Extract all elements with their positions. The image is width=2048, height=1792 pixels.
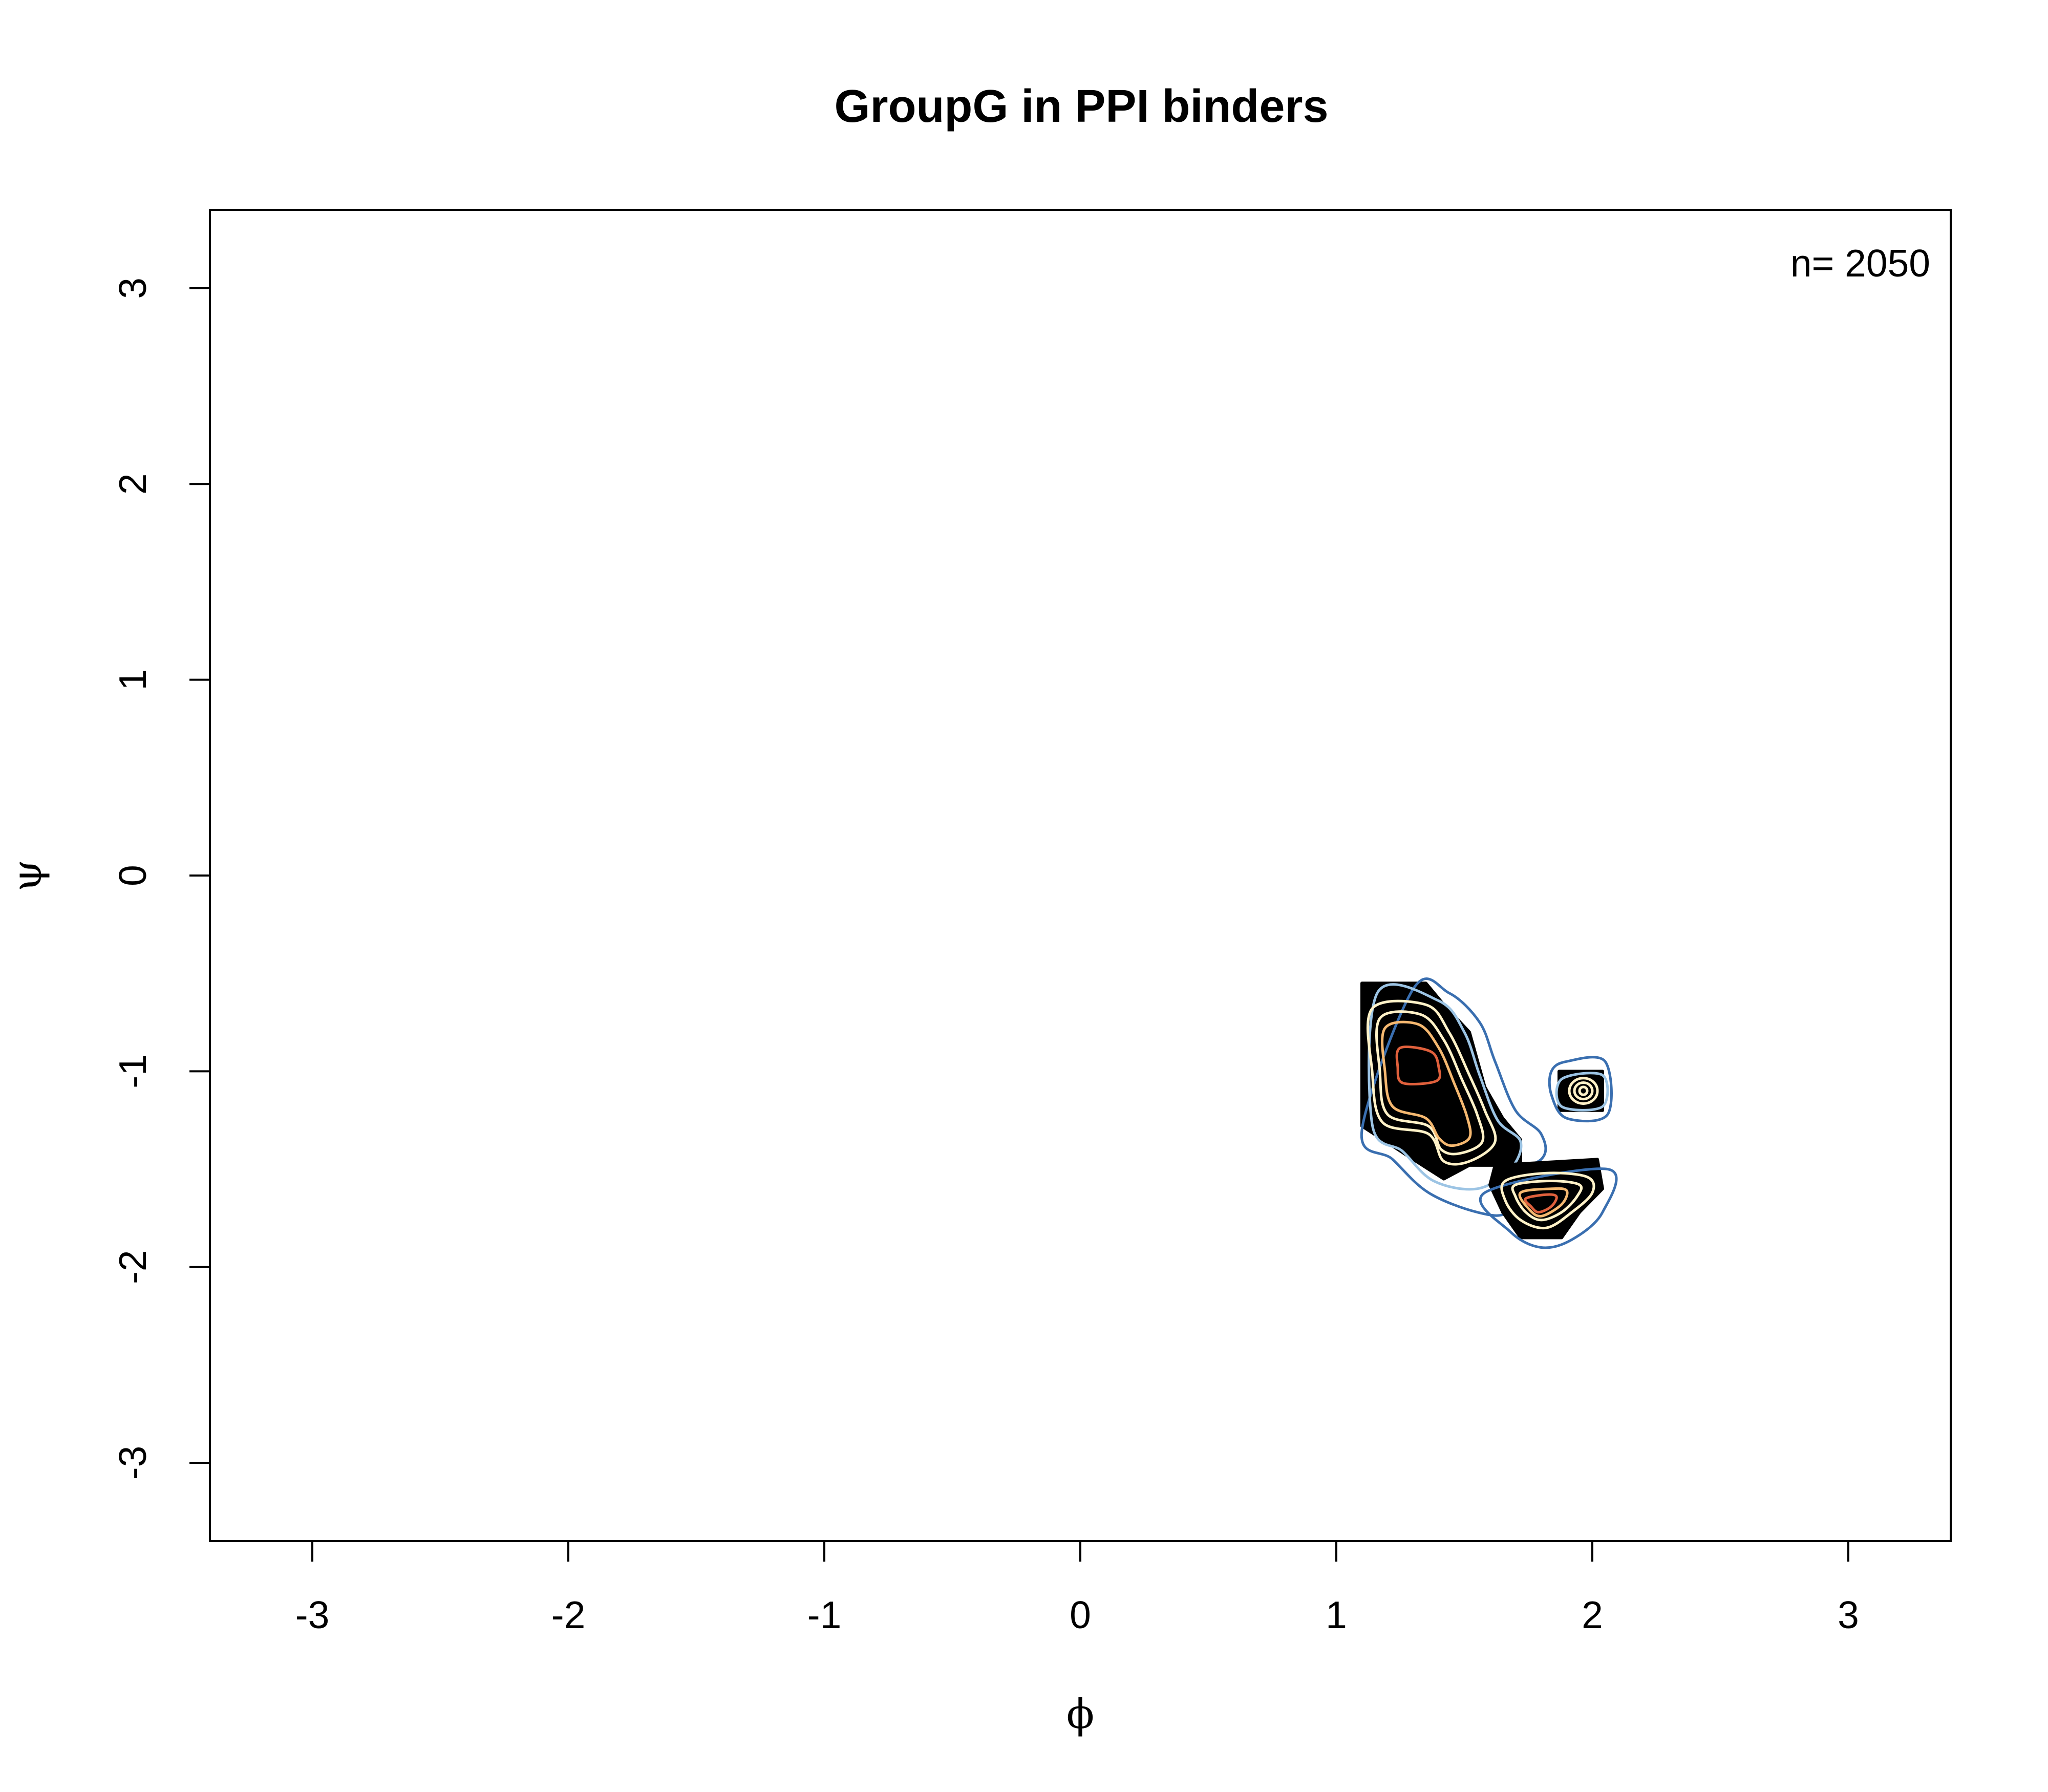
right-island <box>1548 1056 1613 1123</box>
contour-ring <box>1568 1077 1599 1105</box>
contour-layer <box>1360 977 1618 1249</box>
y-axis: -3 -2 -1 0 1 2 3 <box>111 278 210 1480</box>
x-tick-label: -1 <box>807 1593 842 1636</box>
contour-line <box>1548 1056 1613 1123</box>
contour-line <box>1518 1187 1569 1218</box>
y-tick-label: 0 <box>111 865 154 886</box>
contour-line <box>1511 1180 1583 1222</box>
y-tick-label: -1 <box>111 1054 154 1089</box>
x-tick-label: -3 <box>295 1593 330 1636</box>
y-axis-label: ψ <box>3 860 51 892</box>
x-tick-label: -2 <box>551 1593 586 1636</box>
lower-right-region <box>1479 1158 1618 1249</box>
main-beta-region <box>1360 977 1547 1217</box>
y-tick-label: 2 <box>111 473 154 495</box>
contour-ring <box>1578 1085 1589 1096</box>
x-tick-label: 0 <box>1070 1593 1091 1636</box>
contour-line <box>1381 1020 1472 1147</box>
plot-frame <box>209 209 1952 1542</box>
contour-line <box>1500 1171 1595 1230</box>
contour-line <box>1524 1193 1558 1214</box>
y-tick-label: -3 <box>111 1446 154 1480</box>
contour-line <box>1479 1167 1618 1249</box>
x-tick-label: 3 <box>1838 1593 1859 1636</box>
contour-line <box>1395 1046 1442 1085</box>
contour-line <box>1375 1010 1485 1156</box>
chart-title: GroupG in PPI binders <box>834 81 1328 132</box>
contour-ring <box>1573 1081 1594 1101</box>
contour-line <box>1368 983 1523 1191</box>
lower-right-region-fill <box>1488 1158 1604 1240</box>
x-tick-label: 1 <box>1326 1593 1347 1636</box>
x-tick-label: 2 <box>1582 1593 1603 1636</box>
x-axis: -3 -2 -1 0 1 2 3 <box>295 1541 1859 1636</box>
x-axis-label: ϕ <box>1066 1690 1095 1738</box>
contour-line <box>1555 1072 1609 1112</box>
y-tick-label: 3 <box>111 278 154 299</box>
sample-count-annotation: n= 2050 <box>1790 242 1930 285</box>
contour-line <box>1366 999 1497 1166</box>
y-tick-label: -2 <box>111 1250 154 1284</box>
contour-line <box>1360 977 1547 1217</box>
y-tick-label: 1 <box>111 669 154 691</box>
